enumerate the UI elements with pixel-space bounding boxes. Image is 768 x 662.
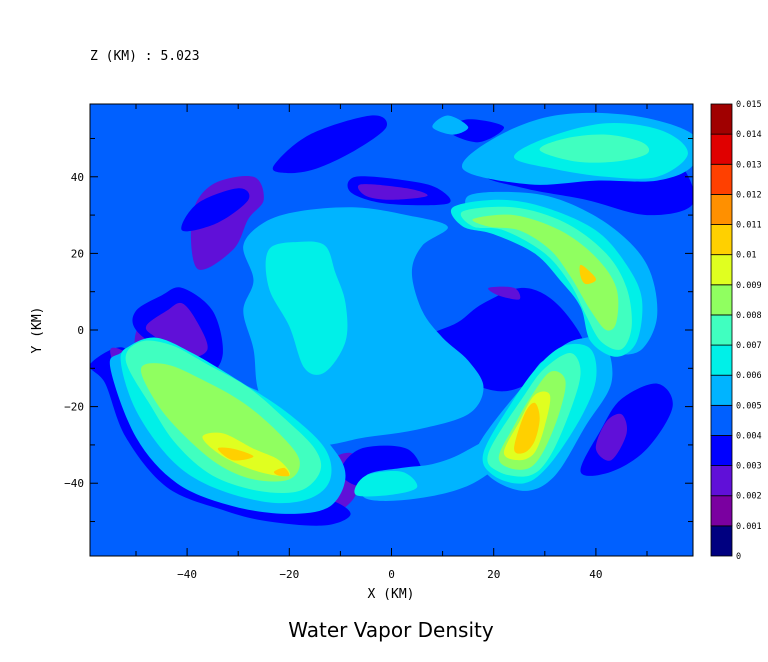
- colorbar-level-label: 0.006: [736, 371, 762, 381]
- colorbar-level-label: 0.003: [736, 462, 762, 472]
- colorbar-swatch: [710, 525, 733, 557]
- contour-band-0.01: [217, 447, 254, 461]
- colorbar-level-label: 0.01: [736, 251, 756, 261]
- colorbar-swatch: [710, 374, 733, 406]
- contour-band-0.01: [273, 467, 290, 477]
- colorbar-swatch: [710, 103, 733, 135]
- x-tick-label: 0: [388, 568, 395, 581]
- contour-band-0.006: [265, 241, 348, 375]
- colorbar-level-label: 0.008: [736, 311, 762, 321]
- colorbar-level-label: 0.011: [736, 221, 762, 231]
- y-tick-label: −20: [64, 401, 84, 414]
- contour-band-0.006: [354, 470, 418, 497]
- colorbar-swatch: [710, 404, 733, 436]
- colorbar-level-label: 0.001: [736, 522, 762, 532]
- colorbar-level-label: 0.013: [736, 160, 762, 170]
- colorbar-swatch: [710, 254, 733, 286]
- y-tick-label: −40: [64, 477, 84, 490]
- contour-band-0.002: [145, 302, 208, 358]
- colorbar-swatch: [710, 465, 733, 497]
- colorbar-swatch: [710, 284, 733, 316]
- colorbar-level-label: 0.009: [736, 281, 762, 291]
- x-tick-label: −40: [177, 568, 197, 581]
- contour-band-0.01: [514, 402, 540, 454]
- colorbar: [710, 103, 733, 557]
- contour-band-0.01: [579, 264, 597, 285]
- colorbar-swatch: [710, 193, 733, 225]
- contour-band-0.002: [488, 286, 521, 300]
- colorbar-level-label: 0.004: [736, 431, 762, 441]
- x-tick-label: 20: [487, 568, 500, 581]
- y-tick-label: 40: [71, 171, 84, 184]
- colorbar-level-label: 0.007: [736, 341, 762, 351]
- colorbar-swatch: [710, 435, 733, 467]
- x-tick-label: −20: [279, 568, 299, 581]
- contour-band-0.003: [181, 188, 250, 232]
- y-tick-label: 20: [71, 247, 84, 260]
- z-level-label: Z (KM) : 5.023: [90, 49, 200, 64]
- y-tick-labels: −40 −20 0 20 40: [64, 171, 84, 490]
- y-axis-label: Y (KM): [30, 307, 45, 354]
- y-tick-label: 0: [77, 324, 84, 337]
- contour-band-0.005: [432, 115, 469, 135]
- colorbar-level-label: 0.002: [736, 492, 762, 502]
- colorbar-level-label: 0.012: [736, 190, 762, 200]
- contour-plot-area: [90, 104, 693, 556]
- colorbar-level-label: 0: [736, 552, 741, 562]
- x-tick-label: 40: [589, 568, 602, 581]
- colorbar-swatch: [710, 314, 733, 346]
- colorbar-labels: 0 0.001 0.002 0.003 0.004 0.005 0.006 0.007 0.00…: [736, 100, 762, 562]
- colorbar-level-label: 0.005: [736, 401, 762, 411]
- contour-band-0.002: [595, 413, 628, 461]
- colorbar-level-label: 0.014: [736, 130, 762, 140]
- contour-band-0.007: [539, 134, 650, 163]
- colorbar-level-label: 0.015: [736, 100, 762, 110]
- colorbar-swatch: [710, 344, 733, 376]
- chart-title: Water Vapor Density: [288, 618, 494, 642]
- colorbar-swatch: [710, 163, 733, 195]
- contour-band-0.007: [460, 206, 632, 350]
- colorbar-swatch: [710, 133, 733, 165]
- colorbar-swatch: [710, 495, 733, 527]
- x-axis-label: X (KM): [368, 587, 415, 602]
- contour-band-0.003: [272, 115, 388, 174]
- contour-band-0.002: [357, 184, 428, 200]
- axis-ticks: [90, 104, 693, 556]
- x-tick-labels: −40 −20 0 20 40: [177, 568, 602, 581]
- contour-regions: [90, 112, 693, 526]
- colorbar-swatch: [710, 224, 733, 256]
